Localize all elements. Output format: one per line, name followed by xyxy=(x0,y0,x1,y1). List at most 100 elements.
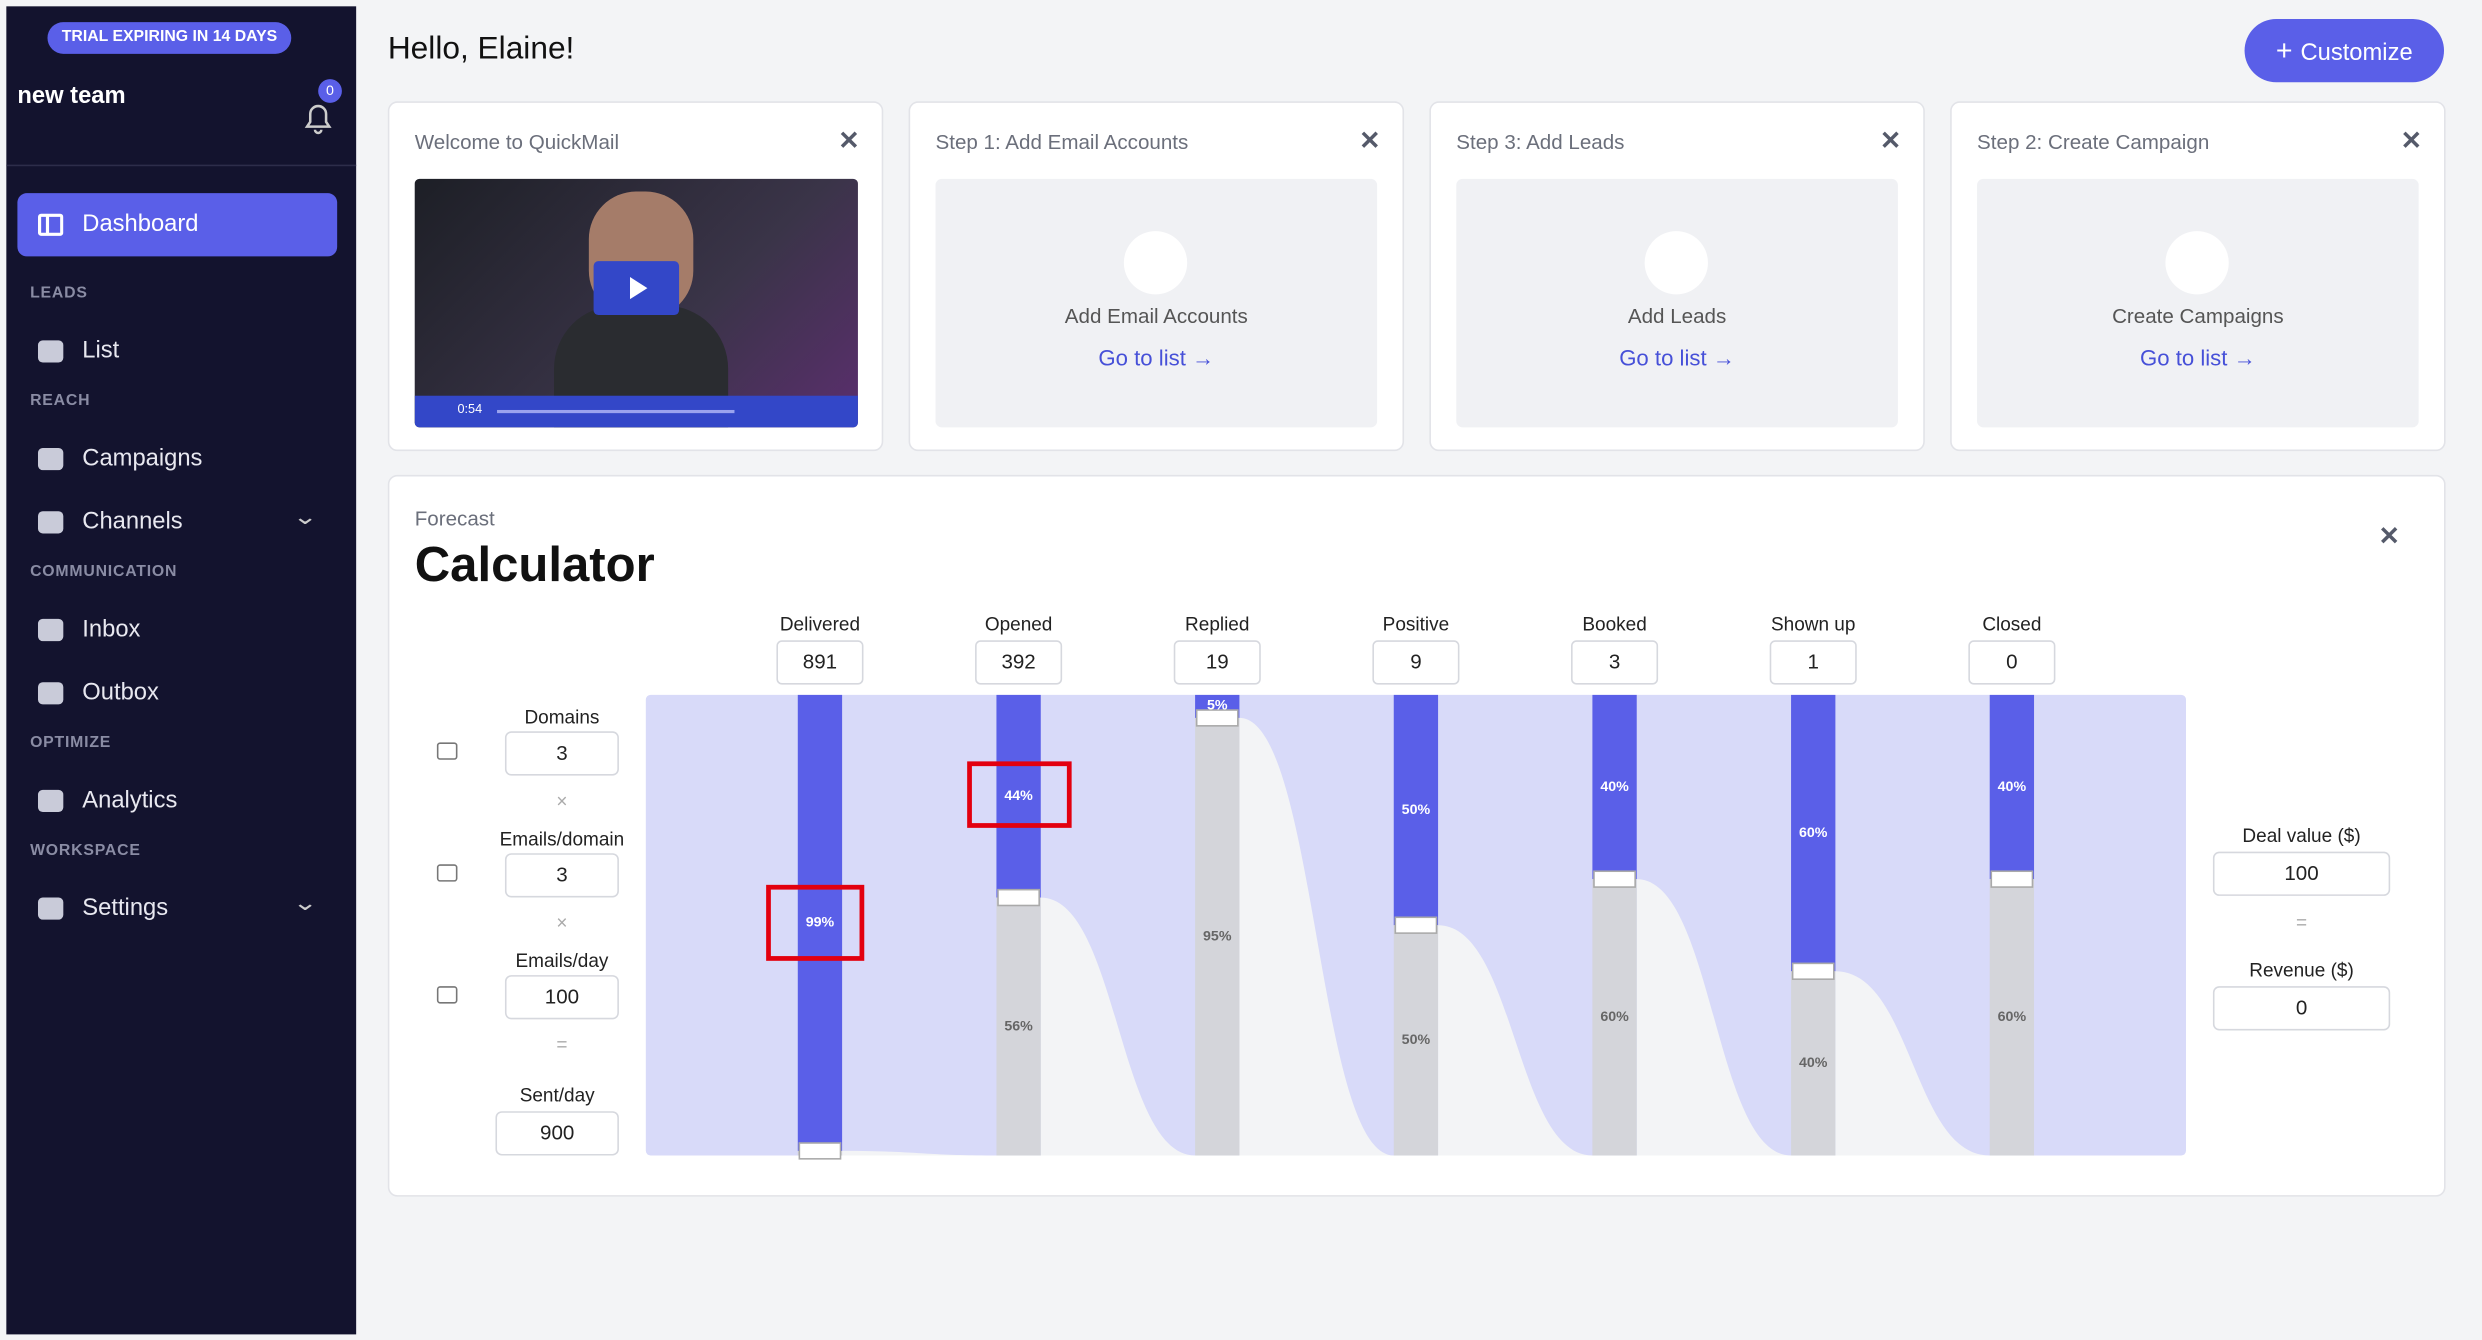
divider xyxy=(6,164,357,167)
field-label: Deal value ($) xyxy=(2242,824,2361,847)
card-title: Step 2: Create Campaign xyxy=(1977,129,2210,154)
operator: × xyxy=(556,911,568,934)
nav-label: Campaigns xyxy=(82,444,203,472)
go-link[interactable]: Go to list → xyxy=(1456,345,1898,370)
fail-bar xyxy=(1989,879,2035,1156)
step-body: Add Email Accounts Go to list → xyxy=(935,178,1378,428)
card-title: Welcome to QuickMail xyxy=(414,129,620,154)
video[interactable]: 0:54 xyxy=(414,178,858,428)
notification-count: 0 xyxy=(318,79,342,103)
field-label: Emails/day xyxy=(515,949,609,972)
step-label: Create Campaigns xyxy=(2112,303,2284,328)
kicker: Forecast xyxy=(414,506,495,531)
stage-value: 1 xyxy=(1808,651,1819,674)
nav-item[interactable]: Analytics xyxy=(17,772,337,829)
trial-badge[interactable]: TRIAL EXPIRING IN 14 DAYS xyxy=(47,22,292,54)
nav-item[interactable]: List xyxy=(17,323,337,380)
nav-icon xyxy=(37,511,64,534)
nav-label: Channels xyxy=(82,508,183,536)
lock-icon[interactable] xyxy=(436,864,458,882)
highlight-box xyxy=(967,761,1072,828)
nav-label: Outbox xyxy=(82,679,159,706)
stage-value: 891 xyxy=(803,651,837,674)
stage-box xyxy=(1372,640,1460,685)
step-body: Create Campaigns Go to list → xyxy=(1977,178,2419,428)
split-handle xyxy=(1990,870,2034,888)
drop-flow xyxy=(1636,879,1792,1156)
nav-section: REACH xyxy=(30,392,91,410)
split-handle xyxy=(1593,870,1636,888)
plus-icon: + xyxy=(2275,34,2301,67)
stage-value: 3 xyxy=(1609,651,1620,674)
progress[interactable] xyxy=(497,409,735,414)
close-button[interactable]: ✕ xyxy=(1879,128,1902,156)
pass-bar xyxy=(1791,694,1836,972)
fail-label: 60% xyxy=(1600,1009,1629,1025)
pass-bar xyxy=(1393,694,1439,926)
customize-button[interactable]: + Customize xyxy=(2244,18,2445,83)
nav-label: Inbox xyxy=(82,615,141,643)
nav-item[interactable]: Outbox xyxy=(17,665,337,722)
split-handle xyxy=(1394,916,1438,934)
split-handle xyxy=(1791,962,1835,980)
arrow-icon: → xyxy=(1706,345,1735,371)
pass-bar xyxy=(996,694,1041,898)
arrow-icon: → xyxy=(2227,345,2256,371)
step-card: Step 1: Add Email Accounts ✕ Add Email Acc… xyxy=(908,101,1405,452)
field-label: Domains xyxy=(524,705,600,729)
field-input[interactable]: 100 xyxy=(504,975,619,1020)
close-button[interactable]: ✕ xyxy=(838,128,860,156)
field-input[interactable]: 3 xyxy=(504,853,619,898)
nav-label: Settings xyxy=(82,894,169,922)
nav-item[interactable]: Channels ⌄ xyxy=(17,494,337,551)
team-name[interactable]: new team xyxy=(17,82,126,110)
stage-box xyxy=(1968,640,2056,685)
highlight-box xyxy=(766,884,865,961)
nav-section: LEADS xyxy=(30,284,88,303)
step-icon[interactable] xyxy=(2165,231,2229,295)
chevron: ⌄ xyxy=(292,889,319,915)
close-button[interactable]: ✕ xyxy=(2400,128,2422,156)
link-text[interactable]: Go to list xyxy=(1098,345,1186,371)
bell-icon[interactable] xyxy=(301,98,336,136)
field-input[interactable]: 900 xyxy=(495,1111,619,1156)
nav-item[interactable]: Settings ⌄ xyxy=(17,880,337,937)
go-link[interactable]: Go to list → xyxy=(1977,345,2419,370)
field-input[interactable]: 0 xyxy=(2212,986,2391,1031)
nav-section: OPTIMIZE xyxy=(30,734,112,752)
stage-name: Opened xyxy=(985,614,1053,635)
nav-item[interactable]: Campaigns xyxy=(17,431,337,488)
operator: = xyxy=(2295,911,2308,934)
link-text[interactable]: Go to list xyxy=(2139,345,2228,371)
stage-name: Positive xyxy=(1383,614,1449,635)
nav-section: COMMUNICATION xyxy=(30,563,178,581)
stage-box xyxy=(776,640,864,685)
stage-name: Booked xyxy=(1582,614,1646,635)
step-icon[interactable] xyxy=(1123,231,1188,295)
close-button[interactable]: ✕ xyxy=(2378,523,2400,551)
drop-flow xyxy=(1040,897,1196,1156)
field-label: Sent/day xyxy=(519,1084,595,1107)
step-icon[interactable] xyxy=(1644,231,1708,295)
nav-item[interactable]: Inbox xyxy=(17,602,337,659)
nav-active[interactable]: Dashboard xyxy=(17,193,338,257)
field-label: Emails/domain xyxy=(499,827,625,851)
close-button[interactable]: ✕ xyxy=(1359,128,1381,156)
stage-box xyxy=(1173,640,1261,685)
pass-label: 40% xyxy=(1600,779,1629,795)
link-text[interactable]: Go to list xyxy=(1619,345,1707,371)
field-input[interactable]: 100 xyxy=(2212,851,2391,896)
stage-name: Closed xyxy=(1982,614,2041,635)
card-title: Step 3: Add Leads xyxy=(1456,129,1625,154)
field-input[interactable]: 3 xyxy=(504,731,619,776)
operator: = xyxy=(556,1033,568,1056)
play-icon xyxy=(629,277,648,300)
go-link[interactable]: Go to list → xyxy=(935,345,1377,370)
lock-icon[interactable] xyxy=(436,742,458,760)
play-button[interactable] xyxy=(593,261,680,315)
card-title: Step 1: Add Email Accounts xyxy=(935,129,1189,154)
lock-icon[interactable] xyxy=(436,986,458,1004)
fail-label: 40% xyxy=(1799,1055,1828,1071)
